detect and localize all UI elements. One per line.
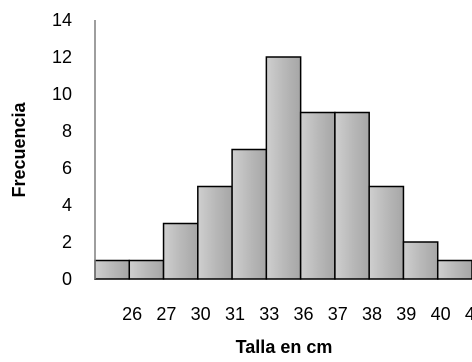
- bar-26: [94, 259, 131, 280]
- bar-33: [231, 148, 268, 280]
- bar-40: [402, 241, 439, 280]
- y-tick-label: 10: [52, 84, 72, 104]
- y-tick-labels: 0 2 4 6 8 10 12 14: [52, 10, 72, 289]
- x-tick-label: 30: [191, 304, 211, 324]
- x-tick-label: 26: [122, 304, 142, 324]
- bar-series: [94, 56, 472, 280]
- bar-39: [368, 185, 405, 280]
- x-axis-title: Talla en cm: [236, 337, 333, 357]
- y-tick-label: 14: [52, 10, 72, 30]
- x-tick-label: 39: [396, 304, 416, 324]
- bar-31: [197, 185, 233, 280]
- bar-36: [265, 56, 302, 280]
- bar-30: [162, 222, 199, 280]
- y-tick-label: 4: [62, 195, 72, 215]
- bar-41: [436, 259, 472, 280]
- x-tick-label: 38: [362, 304, 382, 324]
- x-tick-label: 36: [293, 304, 313, 324]
- y-tick-label: 0: [62, 269, 72, 289]
- y-tick-label: 8: [62, 121, 72, 141]
- x-tick-label: 41: [465, 304, 472, 324]
- y-tick-label: 12: [52, 47, 72, 67]
- x-tick-label: 31: [225, 304, 245, 324]
- y-tick-label: 6: [62, 158, 72, 178]
- x-tick-labels: 26 27 30 31 33 36 37 38 39 40 41: [122, 304, 472, 324]
- bar-37: [299, 111, 336, 280]
- bar-27: [128, 259, 165, 280]
- y-axis-title: Frecuencia: [9, 101, 29, 197]
- x-tick-label: 27: [156, 304, 176, 324]
- x-tick-label: 37: [328, 304, 348, 324]
- x-tick-label: 40: [431, 304, 451, 324]
- y-tick-label: 2: [62, 232, 72, 252]
- bar-38: [334, 111, 370, 280]
- x-tick-label: 33: [259, 304, 279, 324]
